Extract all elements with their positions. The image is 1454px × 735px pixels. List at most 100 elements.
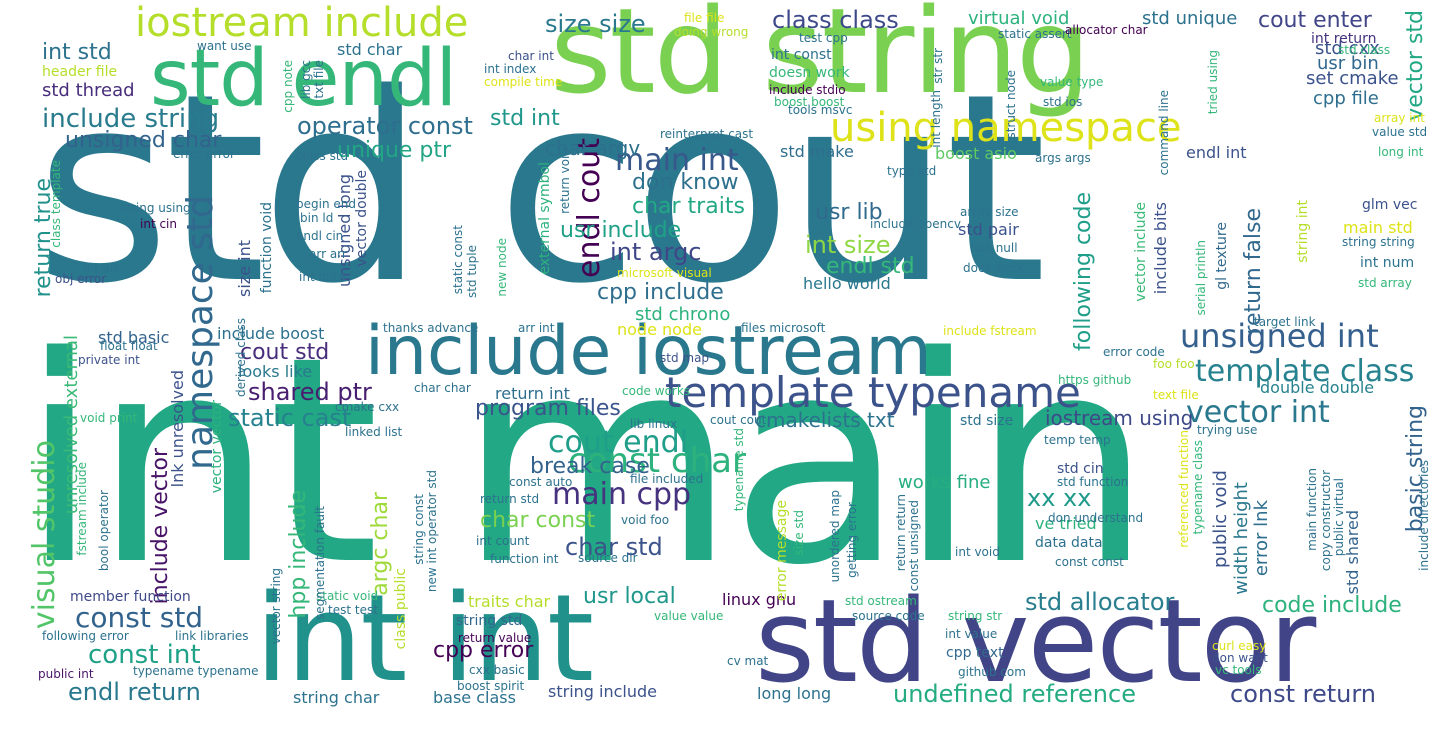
- word-type-std: type std: [887, 164, 937, 178]
- word-std-make: std make: [780, 142, 854, 161]
- word-class-template: class template: [49, 160, 63, 248]
- word-error-lnk: error lnk: [1251, 500, 1272, 577]
- word-class-class: class class: [772, 6, 899, 34]
- word-string-const: string const: [412, 494, 426, 565]
- word-static-cast: static cast: [228, 404, 352, 432]
- word-long-long: long long: [757, 684, 832, 703]
- word-cxx-basic: cxx basic: [469, 663, 525, 677]
- word-boost-spirit: boost spirit: [457, 679, 525, 693]
- word-std-vector: std vector: [755, 575, 1316, 709]
- word-int-index: int index: [484, 62, 537, 76]
- word-copy-constructor: copy constructor: [1319, 470, 1333, 572]
- word-data-data: data data: [1035, 535, 1103, 551]
- word-file-file: file file: [684, 11, 725, 25]
- word-std-class: std class: [1338, 43, 1391, 57]
- word-std-string: std string: [550, 0, 1091, 120]
- word-base-class: base class: [433, 688, 516, 707]
- word-usr-lib: usr lib: [815, 200, 883, 225]
- word-cout-endl: cout endl: [548, 425, 689, 460]
- word-linux-gnu: linux gnu: [722, 590, 797, 609]
- word-referenced-function: referenced function: [1177, 430, 1191, 548]
- word-string-using: string using: [120, 201, 191, 215]
- word-program-files: program files: [475, 396, 621, 421]
- word-char-char: char char: [414, 381, 471, 395]
- word-shared-ptr: shared ptr: [248, 378, 372, 406]
- word-template-typename: template typename: [665, 368, 1081, 417]
- word-endl-std: endl std: [826, 254, 915, 279]
- word-std-cin: std cin: [1057, 461, 1104, 477]
- word-txt-file: txt file: [312, 60, 326, 99]
- word-std-thread: std thread: [42, 80, 135, 101]
- word-fstream-include: fstream include: [75, 462, 89, 556]
- word-private-int: private int: [78, 353, 140, 367]
- word-int-size: int size: [805, 231, 891, 259]
- word-glm-vec: glm vec: [1362, 197, 1418, 213]
- word-usr-include: usr include: [560, 218, 682, 243]
- word-thanks-advance: thanks advance: [383, 321, 479, 335]
- word-visual-studio: visual studio: [27, 440, 62, 630]
- word-usr-local: usr local: [583, 584, 676, 609]
- word-begin-end: begin end: [296, 197, 356, 211]
- word-string-std: string std: [456, 613, 523, 629]
- word-does-work: does work: [963, 261, 1025, 275]
- word-include-boost: include boost: [217, 324, 325, 343]
- word-link-libraries: link libraries: [175, 629, 249, 643]
- word-reinterpret-cast: reinterpret cast: [660, 127, 754, 141]
- word-file-included: file included: [630, 472, 704, 486]
- word-lnk-unresolved: lnk unresolved: [168, 370, 187, 488]
- word-vector-vector: vector vector: [209, 400, 225, 494]
- word-https-github: https github: [1058, 373, 1132, 387]
- word-break-case: break case: [530, 454, 650, 479]
- word-char-const: char const: [480, 508, 596, 533]
- word-cpp-include: cpp include: [597, 280, 724, 305]
- word-code-include: code include: [1262, 593, 1402, 618]
- word-const-const: const const: [1055, 555, 1124, 569]
- word-cmakelists-txt: cmakelists txt: [755, 408, 895, 432]
- word-segmentation-fault: segmentation fault: [313, 506, 327, 621]
- word-std-array: std array: [1358, 276, 1412, 290]
- word-int-const: int const: [771, 47, 832, 63]
- word-gl-texture: gl texture: [1214, 222, 1230, 290]
- word-main-std: main std: [1343, 218, 1413, 237]
- word-std-chrono: std chrono: [635, 304, 731, 325]
- word-files-microsoft: files microsoft: [741, 321, 826, 335]
- word-test-cpp: test cpp: [799, 31, 848, 45]
- word-args-args: args args: [1035, 151, 1091, 165]
- word-value-std: value std: [1372, 125, 1428, 139]
- word-test-test: test test: [328, 603, 378, 617]
- word-char-int: char int: [508, 49, 554, 63]
- word-std-tuple: std tuple: [465, 245, 479, 299]
- word-external-symbol: external symbol: [537, 162, 553, 275]
- word-static-void: static void: [316, 589, 379, 603]
- word-source-dir: source dir: [578, 551, 638, 565]
- word-unique-ptr: unique ptr: [337, 138, 452, 163]
- word-width-height: width height: [1231, 482, 1252, 595]
- word-cpp-error: cpp error: [433, 638, 534, 663]
- word-std-int: std int: [490, 106, 560, 131]
- word-error-message: error message: [774, 500, 790, 602]
- word-arr-arr: arr arr: [309, 247, 347, 261]
- word-void-print: void print: [80, 411, 138, 425]
- word-endl-cin: endl cin: [296, 229, 344, 243]
- word-error-error: error error: [173, 147, 235, 161]
- word-cpp-file: cpp file: [1313, 88, 1379, 109]
- word-int-return: int return: [1311, 31, 1377, 47]
- word-virtual-void: virtual void: [968, 8, 1070, 29]
- word-undefined-reference: undefined reference: [893, 680, 1136, 708]
- word-return-void: return void: [558, 148, 572, 214]
- word-std-cout: std cout: [35, 39, 1047, 341]
- word-int-length: int length: [929, 90, 943, 148]
- word-source-code: source code: [852, 609, 925, 623]
- word-obj-error: obj error: [55, 272, 107, 286]
- word-include-opencv: include opencv: [870, 217, 961, 231]
- word-boost-boost: boost boost: [774, 95, 845, 109]
- word-int-cin: int cin: [140, 217, 177, 231]
- word-main-cpp: main cpp: [552, 477, 692, 512]
- word-static-assert: static assert: [998, 27, 1072, 41]
- word-arr-int: arr int: [518, 321, 555, 335]
- word-include-bits: include bits: [1151, 202, 1170, 295]
- word-int-arr: int arr: [83, 261, 120, 275]
- word-main-function: main function: [1305, 468, 1319, 551]
- word-const-auto: const auto: [509, 475, 573, 489]
- word-char-traits: char traits: [632, 194, 745, 219]
